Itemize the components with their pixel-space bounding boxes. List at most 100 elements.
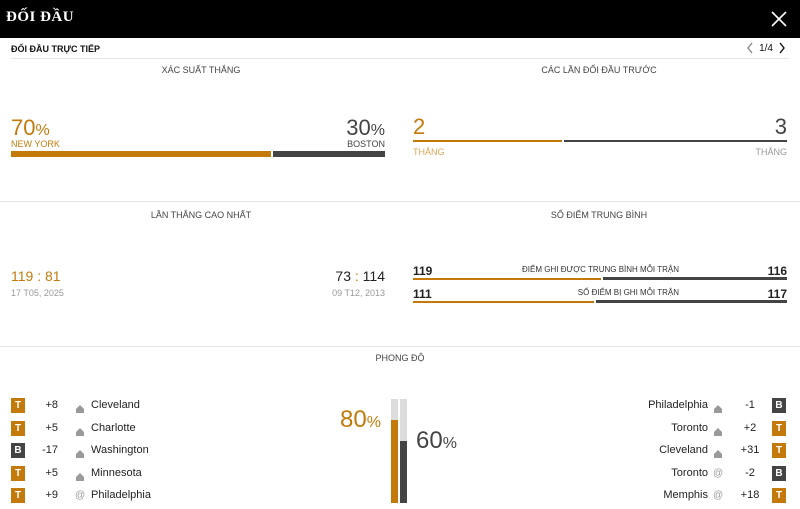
win-prob-right: 30% xyxy=(346,115,385,141)
chevron-right-icon[interactable] xyxy=(778,42,786,54)
top-bar: ĐỐI ĐẦU xyxy=(0,0,800,38)
form-team[interactable]: Toronto xyxy=(671,421,708,434)
form-right-pct-value: 60 xyxy=(416,427,443,454)
form-diff: -2 xyxy=(745,466,755,479)
win-prob-left: 70% xyxy=(11,115,50,141)
result-badge: T xyxy=(11,465,25,481)
form-title: PHONG ĐỘ xyxy=(375,353,425,363)
avg-row-right-value: 117 xyxy=(767,287,787,301)
score-sep: : xyxy=(37,268,42,284)
form-left-percent: 80% xyxy=(340,406,381,434)
divider xyxy=(0,346,800,347)
score-b: 114 xyxy=(362,268,385,284)
win-prob-right-unit: % xyxy=(370,122,385,139)
score-a: 119 xyxy=(11,268,34,284)
prev-left-label: THẮNG xyxy=(413,147,445,157)
avg-row-left-value: 119 xyxy=(413,264,433,278)
form-diff: +9 xyxy=(45,489,58,501)
home-icon xyxy=(75,446,85,458)
avg-row-left-value: 111 xyxy=(413,287,432,301)
biggest-win-left-score: 119 : 81 xyxy=(11,268,61,284)
avg-row-right-value: 116 xyxy=(767,264,787,278)
avg-row-right-bar xyxy=(596,300,787,303)
result-badge: T xyxy=(772,443,786,458)
score-a: 73 xyxy=(335,268,351,284)
pager: 1/4 xyxy=(746,42,786,54)
prev-left-value: 2 xyxy=(413,114,426,139)
result-badge: B xyxy=(772,398,786,413)
form-left-level-bar xyxy=(391,420,398,503)
form-team[interactable]: Washington xyxy=(91,444,149,456)
form-diff: +31 xyxy=(740,444,760,456)
page-title: ĐỐI ĐẦU xyxy=(6,9,75,25)
win-prob-right-value: 30 xyxy=(346,115,371,140)
form-diff: -1 xyxy=(745,399,755,411)
prev-left-bar xyxy=(413,140,562,142)
form-team[interactable]: Cleveland xyxy=(91,399,140,411)
result-badge: T xyxy=(11,488,25,503)
form-team[interactable]: Toronto xyxy=(671,466,708,479)
form-right-percent: 60% xyxy=(416,427,457,455)
home-icon xyxy=(75,469,85,481)
pct-unit: % xyxy=(442,435,457,452)
home-icon xyxy=(713,401,723,413)
home-icon xyxy=(713,446,723,458)
avg-row-right-bar xyxy=(603,277,787,280)
avg-row-left-bar xyxy=(413,278,601,280)
away-icon: @ xyxy=(713,490,724,501)
form-left-pct-value: 80 xyxy=(340,406,367,433)
win-prob-right-team: BOSTON xyxy=(347,139,385,149)
home-icon xyxy=(75,401,85,413)
win-prob-left-value: 70 xyxy=(11,115,36,140)
result-badge: T xyxy=(11,398,25,413)
form-team[interactable]: Cleveland xyxy=(659,444,708,456)
biggest-win-title: LẦN THẮNG CAO NHẤT xyxy=(150,210,252,220)
form-diff: +2 xyxy=(743,421,757,434)
result-badge: T xyxy=(772,488,786,503)
divider xyxy=(0,201,800,202)
form-diff: +8 xyxy=(45,399,58,411)
form-diff: +5 xyxy=(45,466,58,479)
form-diff: -17 xyxy=(42,444,58,456)
win-prob-left-unit: % xyxy=(35,122,50,139)
score-b: 81 xyxy=(45,268,61,284)
away-icon: @ xyxy=(713,467,724,479)
win-prob-left-team: NEW YORK xyxy=(11,139,60,149)
win-prob-left-bar xyxy=(11,151,271,157)
result-badge: B xyxy=(772,465,786,481)
pager-label: 1/4 xyxy=(759,42,773,54)
avg-row-label: SỐ ĐIỂM BỊ GHI MỖI TRẬN xyxy=(577,288,679,297)
home-icon xyxy=(75,424,85,436)
home-icon xyxy=(713,424,723,436)
average-points-title: SỐ ĐIỂM TRUNG BÌNH xyxy=(550,210,648,220)
divider xyxy=(11,58,789,59)
section-header: ĐỐI ĐẦU TRỰC TIẾP xyxy=(11,44,100,54)
biggest-win-left-date: 17 T05, 2025 xyxy=(11,288,64,298)
pct-unit: % xyxy=(366,414,381,431)
avg-row-label: ĐIỂM GHI ĐƯỢC TRUNG BÌNH MỖI TRẬN xyxy=(522,265,679,274)
prev-right-value: 3 xyxy=(774,114,787,139)
form-team[interactable]: Minnesota xyxy=(91,466,142,479)
form-diff: +18 xyxy=(740,489,760,501)
form-team[interactable]: Memphis xyxy=(663,489,708,501)
score-sep: : xyxy=(354,268,359,284)
prev-right-bar xyxy=(564,140,787,142)
biggest-win-right-score: 73 : 114 xyxy=(335,268,385,284)
form-team[interactable]: Charlotte xyxy=(91,421,136,434)
form-team[interactable]: Philadelphia xyxy=(91,489,151,501)
form-right-level-bar xyxy=(400,441,407,503)
prev-right-label: THẮNG xyxy=(755,147,788,157)
chevron-left-icon[interactable] xyxy=(746,42,754,54)
win-prob-right-bar xyxy=(273,151,385,157)
away-icon: @ xyxy=(75,490,86,501)
result-badge: T xyxy=(11,420,25,436)
win-probability-title: XÁC SUẤT THẮNG xyxy=(161,65,241,75)
form-diff: +5 xyxy=(45,421,58,434)
close-icon[interactable] xyxy=(768,8,790,30)
biggest-win-right-date: 09 T12, 2013 xyxy=(332,288,385,298)
previous-meetings-title: CÁC LẦN ĐỐI ĐẦU TRƯỚC xyxy=(541,65,657,75)
result-badge: T xyxy=(772,420,786,436)
form-team[interactable]: Philadelphia xyxy=(648,399,708,411)
result-badge: B xyxy=(11,443,25,458)
avg-row-left-bar xyxy=(413,301,594,303)
